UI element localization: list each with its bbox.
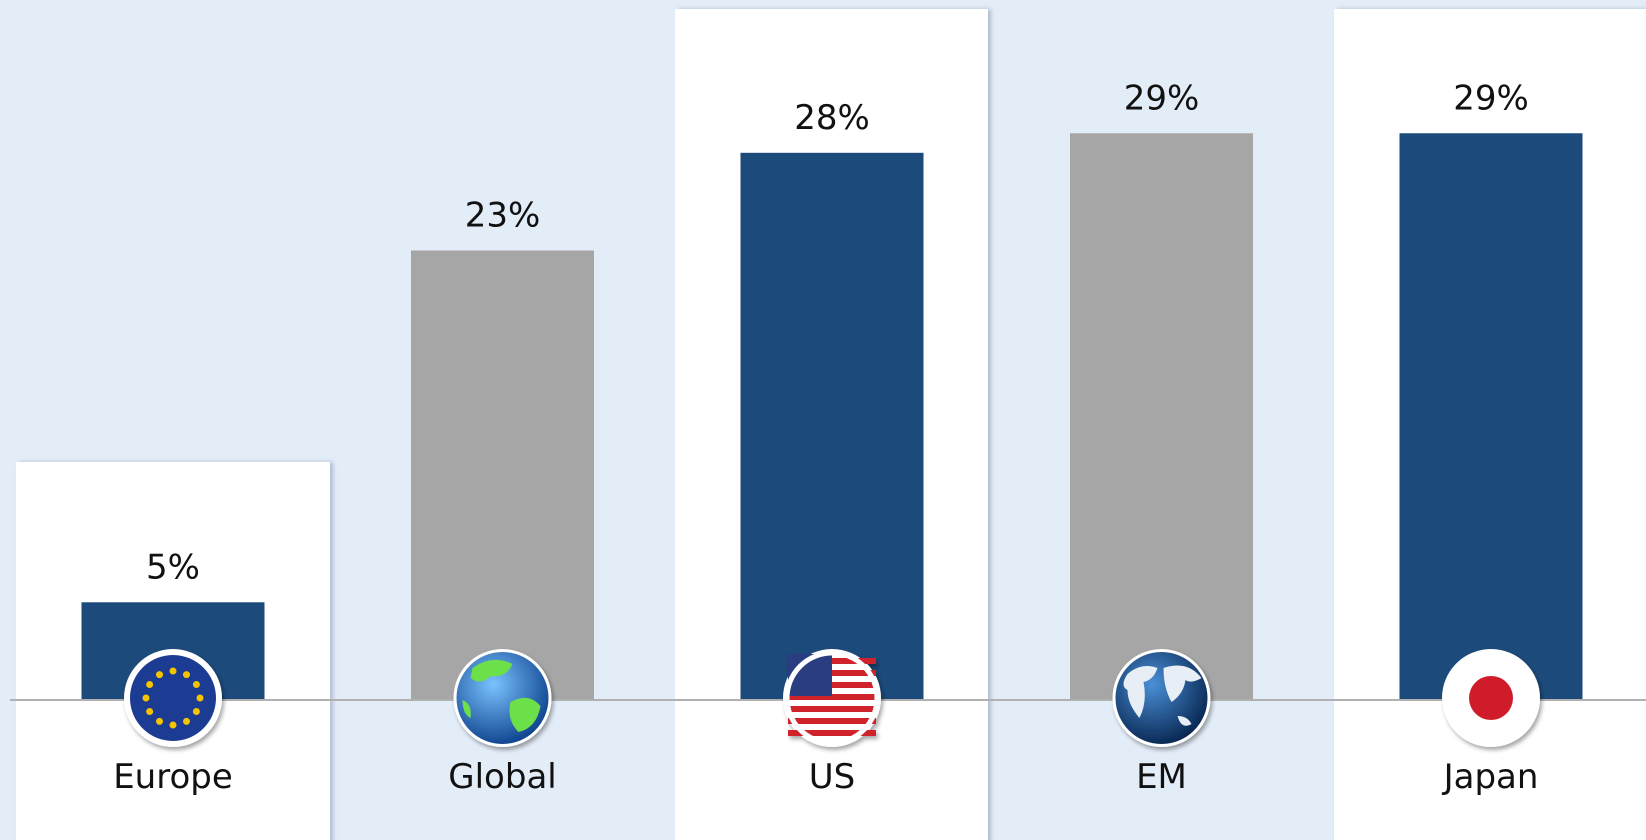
value-label: 5% [146, 547, 200, 587]
icon-star [146, 681, 154, 688]
value-label: 29% [1124, 78, 1200, 118]
region-icon [453, 649, 552, 747]
value-label: 23% [465, 196, 541, 236]
icon-star [169, 721, 177, 729]
value-label: 28% [794, 98, 870, 138]
icon-land [462, 659, 541, 732]
bar [1070, 133, 1253, 700]
x-tick-label: US [809, 757, 855, 797]
x-tick-label: Europe [113, 757, 233, 797]
icon-star [142, 694, 150, 702]
region-icon [783, 649, 881, 747]
icon-stripe [788, 730, 876, 736]
bar [740, 152, 924, 701]
value-label: 29% [1453, 78, 1529, 118]
icon-stripe [788, 706, 876, 712]
icons [124, 649, 1540, 747]
labels: 5% Europe 23% Global 28% US 29% EM 29% Japan [113, 78, 1538, 797]
bar [1399, 133, 1583, 700]
icon-disc [130, 655, 216, 741]
region-icon [1112, 649, 1211, 747]
icon-star [169, 667, 177, 675]
icon-star [156, 717, 163, 725]
icon-star [156, 671, 163, 679]
region-icon [124, 649, 222, 747]
icon-star [183, 717, 190, 725]
x-tick-label: Global [448, 757, 556, 797]
region-icon [1442, 649, 1540, 747]
icon-star [183, 671, 190, 679]
icon-star [192, 681, 200, 688]
x-tick-label: EM [1136, 757, 1187, 797]
icon-ring [784, 650, 880, 746]
x-tick-label: Japan [1442, 757, 1539, 797]
icon-sun [1469, 676, 1513, 720]
icon-star [192, 708, 200, 715]
icon-land [1123, 665, 1202, 726]
bar [411, 250, 594, 700]
icon-stripe [788, 694, 876, 700]
icon-star [196, 694, 204, 702]
icon-stripe [788, 718, 876, 724]
icon-star [146, 708, 154, 715]
